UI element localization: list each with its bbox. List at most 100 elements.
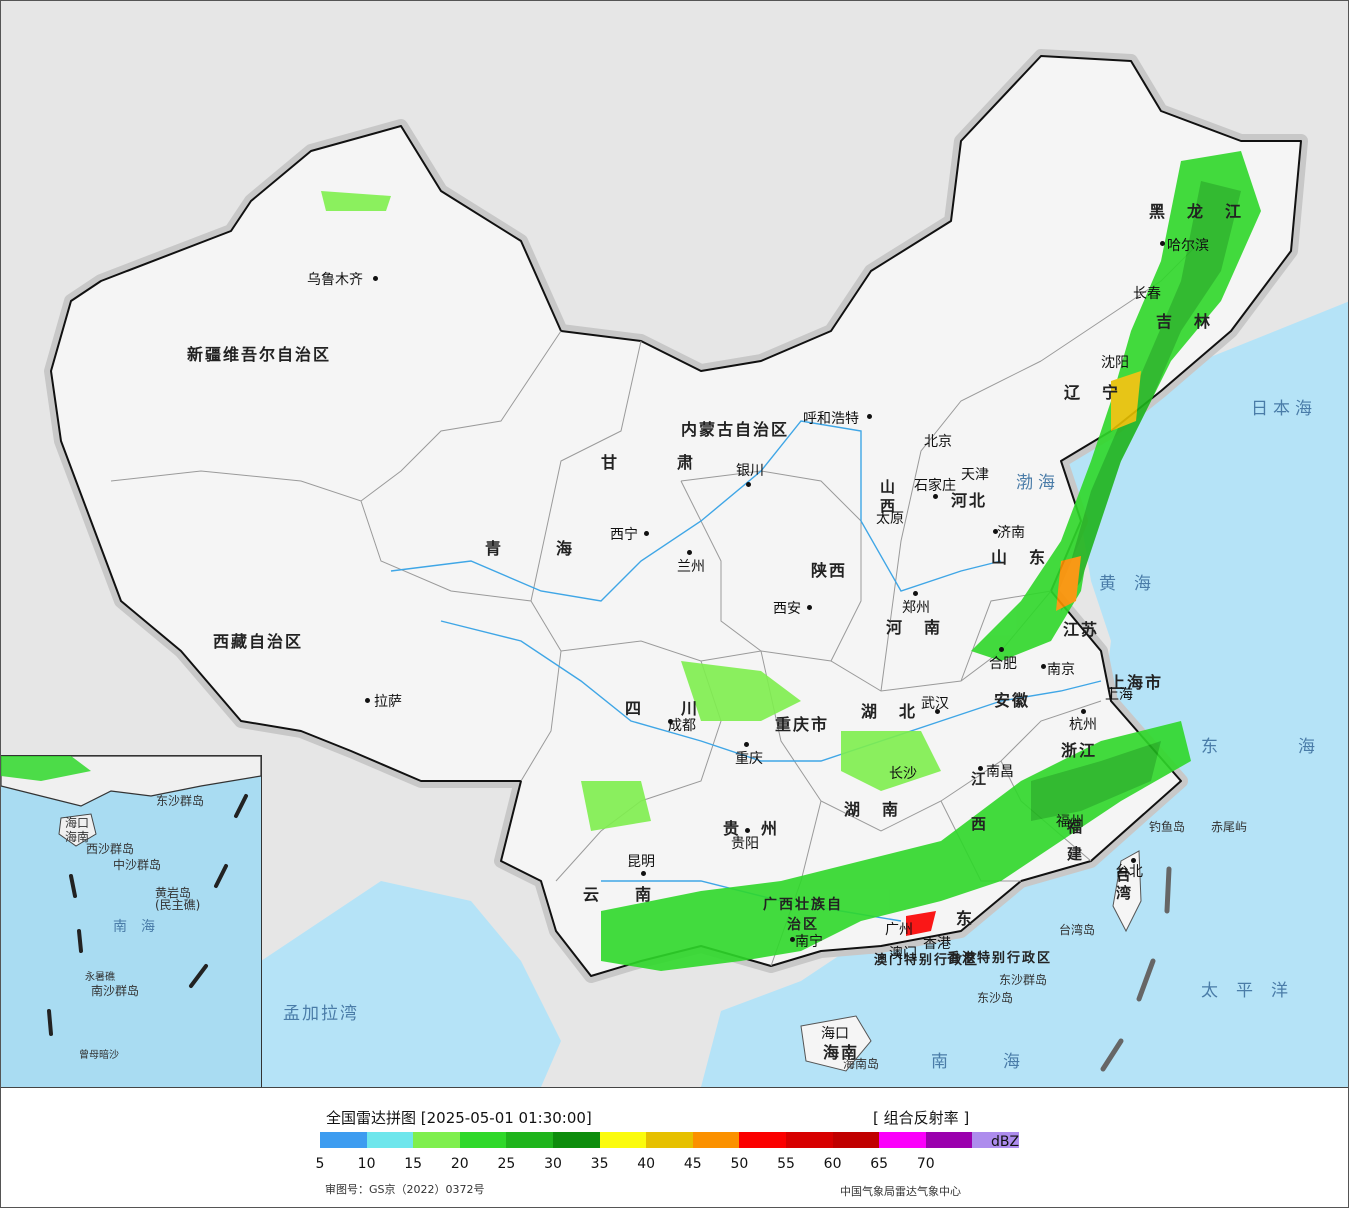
echo-liaoning-high <box>1111 371 1141 431</box>
capital-dot <box>746 482 751 487</box>
city-hefei: 合肥 <box>989 656 1017 672</box>
inset-zhongsha: 中沙群岛 <box>113 858 162 872</box>
sea-bohai: 渤海 <box>1016 473 1060 493</box>
sea-huanghai: 黄海 <box>1099 574 1169 594</box>
city-fuzhou: 福州 <box>1056 814 1084 830</box>
province-fujian: 福建 <box>1065 819 1083 873</box>
echo-sichuan <box>681 661 801 721</box>
city-tianjin: 天津 <box>961 467 989 483</box>
city-xining: 西宁 <box>610 527 638 543</box>
inset-dashes <box>47 794 248 1036</box>
capital-dot <box>644 531 649 536</box>
city-nanning: 南宁 <box>795 934 823 950</box>
boundary-dashes <box>1100 866 1172 1072</box>
city-taiyuan: 太原 <box>876 511 904 527</box>
province-xinjiang: 新疆维吾尔自治区 <box>187 345 332 364</box>
inset-yongshu: 永暑礁 <box>85 972 115 983</box>
province-taiwan: 台湾 <box>1114 867 1132 903</box>
province-shanghai: 上海市 <box>1109 673 1164 692</box>
island-dongsha-group: 东沙群岛 <box>999 973 1048 987</box>
city-hohhot: 呼和浩特 <box>803 411 859 427</box>
inset-dongsha: 东沙群岛 <box>156 794 205 808</box>
capital-dot <box>744 742 749 747</box>
city-harbin: 哈尔滨 <box>1167 238 1209 254</box>
province-xizang: 西藏自治区 <box>213 632 304 651</box>
city-kunming: 昆明 <box>627 854 655 870</box>
province-shaanxi: 陕西 <box>811 561 848 580</box>
china-land <box>50 55 1302 977</box>
echo-northeast-core <box>1061 181 1241 611</box>
island-dongsha: 东沙岛 <box>977 991 1014 1005</box>
city-xian: 西安 <box>773 601 801 617</box>
island-chiwei: 赤尾屿 <box>1211 820 1248 834</box>
scale-tick: 25 <box>497 1156 516 1172</box>
scale-swatch-7 <box>646 1132 693 1148</box>
inset-zengmu: 曾母暗沙 <box>79 1050 119 1061</box>
scale-swatch-11 <box>832 1132 880 1148</box>
echo-xinjiang <box>321 191 391 211</box>
scale-swatch-12 <box>879 1132 926 1148</box>
capital-dot <box>867 414 872 419</box>
hainan-island <box>800 1015 872 1072</box>
inset-huangyan: 黄岩岛 <box>155 886 192 900</box>
province-anhui: 安徽 <box>994 691 1031 710</box>
scale-tick: 70 <box>916 1156 935 1172</box>
city-chengdu: 成都 <box>668 718 696 734</box>
province-jilin: 吉林 <box>1156 312 1233 331</box>
capital-dot <box>807 605 812 610</box>
city-beijing: 北京 <box>924 434 952 450</box>
city-nanchang: 南昌 <box>986 764 1014 780</box>
scale-swatch-3 <box>459 1132 507 1148</box>
map-canvas[interactable]: 新疆维吾尔自治区 西藏自治区 青海 甘肃 内蒙古自治区 黑龙江 吉林 辽宁 河北… <box>1 1 1348 1088</box>
province-heilongjiang: 黑龙江 <box>1149 202 1264 221</box>
scale-swatch-9 <box>739 1132 786 1148</box>
island-diaoyu: 钓鱼岛 <box>1149 820 1186 834</box>
city-zhengzhou: 郑州 <box>902 600 930 616</box>
city-shijiazhuang: 石家庄 <box>914 478 956 494</box>
province-chongqing: 重庆市 <box>775 715 830 734</box>
province-hubei: 湖北 <box>861 702 938 721</box>
scale-swatch-8 <box>692 1132 740 1148</box>
scale-tick: 20 <box>450 1156 469 1172</box>
city-hangzhou: 杭州 <box>1069 717 1097 733</box>
sea-japan: 日本海 <box>1251 399 1317 419</box>
island-taiwan: 台湾岛 <box>1059 923 1096 937</box>
province-hunan: 湖南 <box>844 800 921 819</box>
scale-tick: 45 <box>683 1156 702 1172</box>
province-sichuan: 四川 <box>625 699 738 718</box>
capital-dot <box>668 719 673 724</box>
echo-guangdong-high <box>906 911 936 936</box>
sea-bengal: 孟加拉湾 <box>283 1004 359 1024</box>
province-zhejiang: 浙江 <box>1061 741 1098 760</box>
city-changsha: 长沙 <box>889 766 917 782</box>
scale-tick: 65 <box>870 1156 889 1172</box>
scale-tick: 60 <box>823 1156 842 1172</box>
scale-swatch-14 <box>972 1132 1019 1148</box>
capital-dot <box>373 276 378 281</box>
capital-dot <box>1081 709 1086 714</box>
south-china-sea-inset: 东沙群岛 西沙群岛 中沙群岛 南海 南沙群岛 黄岩岛 (民主礁) 永暑礁 曾母暗… <box>1 755 262 1087</box>
producer-credit: 中国气象局雷达气象中心 <box>840 1185 961 1198</box>
province-guangxi: 广西壮族自治区 <box>763 897 843 933</box>
province-jiangsu: 江苏 <box>1063 620 1100 639</box>
echo-hunan <box>841 731 941 791</box>
inset-svg <box>1 756 261 1036</box>
color-scale <box>320 1132 1019 1148</box>
echo-yunnan <box>581 781 651 831</box>
city-guiyang: 贵阳 <box>731 836 759 852</box>
sea-pacific: 太平洋 <box>1201 981 1306 1001</box>
city-shenyang: 沈阳 <box>1101 355 1129 371</box>
legend-product: [ 组合反射率 ] <box>873 1109 970 1127</box>
capital-dot <box>790 937 795 942</box>
capital-dot <box>641 871 646 876</box>
province-neimenggu: 内蒙古自治区 <box>681 420 790 439</box>
inset-hainan: 海南 <box>65 830 90 844</box>
inset-nansha: 南沙群岛 <box>91 984 140 998</box>
province-hk-sar: 香港特别行政区 <box>947 951 1053 966</box>
scale-tick: 40 <box>637 1156 656 1172</box>
capital-dot <box>978 766 983 771</box>
inset-echo <box>1 756 91 781</box>
legend-panel: 全国雷达拼图 [2025-05-01 01:30:00] [ 组合反射率 ] d… <box>1 1088 1348 1207</box>
city-urumqi: 乌鲁木齐 <box>307 272 363 288</box>
scale-swatch-2 <box>413 1132 460 1148</box>
